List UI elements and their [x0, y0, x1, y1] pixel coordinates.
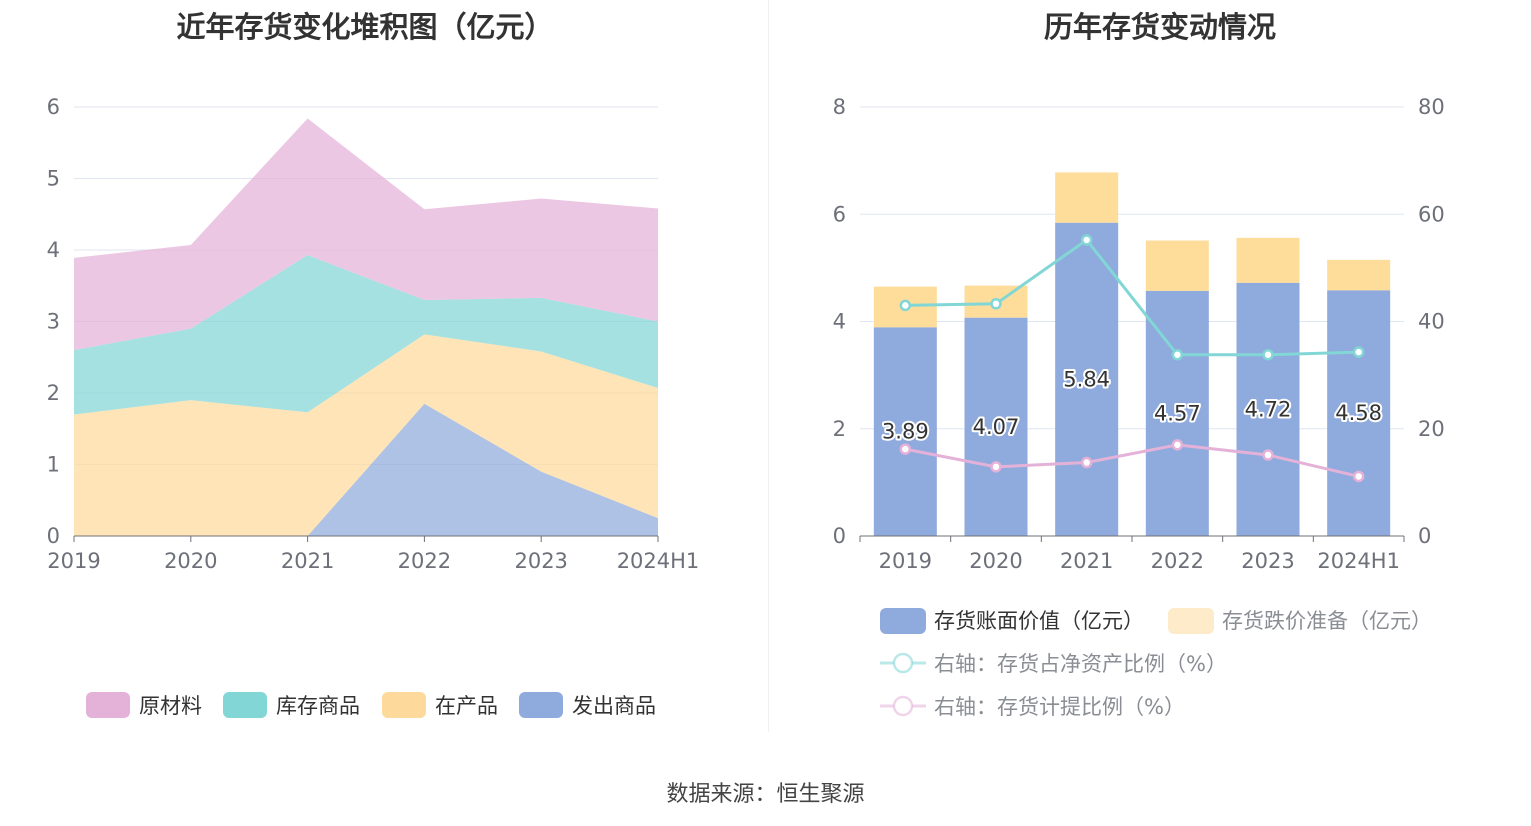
bar-reserve[interactable]	[1055, 172, 1119, 223]
line-series-右轴：存货占净资产比例（%）	[905, 237, 1359, 357]
right-y-right-tick-label: 20	[1418, 417, 1445, 441]
bar-reserve[interactable]	[1236, 237, 1300, 283]
bar-value-label: 4.72	[1245, 397, 1292, 421]
right-y-right-tick-label: 80	[1418, 95, 1445, 119]
legend-label-line[interactable]: 右轴：存货计提比例（%）	[934, 695, 1185, 719]
right-x-tick-label: 2021	[1060, 549, 1113, 573]
left-y-tick-label: 6	[47, 95, 60, 119]
legend-swatch-reserve[interactable]	[1168, 608, 1214, 634]
right-x-tick-label: 2022	[1151, 549, 1204, 573]
line-point[interactable]	[899, 443, 912, 455]
line-point[interactable]	[990, 298, 1002, 310]
line-point[interactable]	[1262, 449, 1274, 461]
left-y-tick-label: 2	[47, 381, 60, 405]
bar-value-label: 4.57	[1154, 401, 1201, 425]
area-series-原材料	[74, 118, 658, 351]
line-point[interactable]	[990, 461, 1002, 473]
panel-divider	[768, 0, 769, 732]
legend-label-库存商品[interactable]: 库存商品	[276, 694, 360, 718]
line-point[interactable]	[1262, 348, 1274, 361]
left-x-tick-label: 2023	[514, 549, 567, 573]
bar-book-value[interactable]	[873, 327, 937, 536]
bar-value-label: 3.89	[882, 420, 929, 444]
line-point[interactable]	[1171, 348, 1184, 361]
left-y-tick-label: 3	[47, 310, 60, 334]
right-y-right-tick-label: 60	[1418, 202, 1445, 226]
legend-label-原材料[interactable]: 原材料	[139, 694, 202, 718]
right-x-tick-label: 2020	[969, 549, 1022, 573]
stacked-area-chart: 0 1 2 3 4 5 6 2019 2020 2021 2022 2023 2024H1 原材料 库存商品…	[47, 95, 700, 718]
legend-swatch-发出商品[interactable]	[519, 692, 563, 718]
line-point[interactable]	[1352, 346, 1365, 358]
line-point[interactable]	[1080, 234, 1093, 246]
line-series-右轴：存货计提比例（%）	[905, 443, 1360, 478]
line-point[interactable]	[899, 299, 912, 312]
legend-line-marker[interactable]	[892, 695, 914, 717]
legend-swatch-库存商品[interactable]	[223, 692, 267, 718]
legend-label-发出商品[interactable]: 发出商品	[572, 694, 656, 718]
bar-book-value[interactable]	[964, 317, 1028, 536]
line-point[interactable]	[1352, 470, 1365, 483]
right-y-left-tick-label: 4	[833, 310, 846, 334]
left-x-tick-label: 2020	[164, 549, 217, 573]
right-y-left-tick-label: 6	[833, 202, 846, 226]
bar-reserve[interactable]	[1327, 259, 1391, 291]
legend-line-marker[interactable]	[892, 652, 914, 674]
right-chart-title: 历年存货变动情况	[1043, 10, 1276, 44]
right-x-tick-label: 2019	[879, 549, 932, 573]
right-y-right-tick-label: 40	[1418, 310, 1445, 334]
legend-swatch-在产品[interactable]	[382, 692, 426, 718]
right-y-left-tick-label: 0	[833, 524, 846, 548]
legend-label-line[interactable]: 右轴：存货占净资产比例（%）	[934, 652, 1227, 676]
left-x-tick-label: 2024H1	[617, 549, 700, 573]
bar-book-value[interactable]	[1327, 290, 1391, 536]
bar-book-value[interactable]	[1236, 282, 1300, 536]
left-x-tick-label: 2022	[398, 549, 451, 573]
bar-value-label: 4.07	[973, 415, 1020, 439]
right-y-left-tick-label: 2	[833, 417, 846, 441]
right-y-right-tick-label: 0	[1418, 524, 1431, 548]
right-y-left-tick-label: 8	[833, 95, 846, 119]
left-x-tick-label: 2019	[47, 549, 100, 573]
left-y-tick-label: 0	[47, 524, 60, 548]
legend-label-book-value[interactable]: 存货账面价值（亿元）	[934, 609, 1144, 633]
left-x-tick-label: 2021	[281, 549, 334, 573]
bar-book-value[interactable]	[1145, 290, 1209, 536]
bar-book-value[interactable]	[1055, 222, 1119, 536]
legend-swatch-book-value[interactable]	[880, 608, 926, 634]
bar-value-label: 5.84	[1063, 367, 1110, 391]
right-x-tick-label: 2023	[1241, 549, 1294, 573]
bar-reserve[interactable]	[1145, 240, 1209, 291]
legend-label-在产品[interactable]: 在产品	[435, 694, 498, 718]
left-y-tick-label: 5	[47, 167, 60, 191]
left-y-tick-label: 1	[47, 453, 60, 477]
left-y-tick-label: 4	[47, 238, 60, 262]
legend-label-reserve[interactable]: 存货跌价准备（亿元）	[1222, 609, 1432, 633]
area-series-发出商品	[74, 403, 658, 536]
bar-value-label: 4.58	[1335, 401, 1382, 425]
area-series-库存商品	[74, 255, 658, 415]
left-chart-title: 近年存货变化堆积图（亿元）	[176, 10, 554, 44]
data-source: 数据来源：恒生聚源	[666, 782, 865, 807]
line-point[interactable]	[1171, 439, 1184, 451]
line-point[interactable]	[1080, 456, 1093, 469]
legend-swatch-原材料[interactable]	[86, 692, 130, 718]
right-x-tick-label: 2024H1	[1317, 549, 1400, 573]
area-series-在产品	[74, 334, 658, 536]
